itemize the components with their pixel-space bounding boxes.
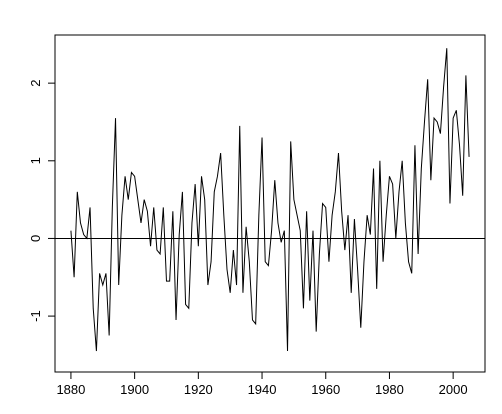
x-tick-label: 1940 — [248, 382, 277, 397]
plot-box — [54, 34, 486, 373]
x-tick-label: 1920 — [184, 382, 213, 397]
y-tick-label: 0 — [28, 235, 43, 242]
x-tick-label: 1960 — [311, 382, 340, 397]
y-tick-label: -1 — [28, 310, 43, 322]
x-tick-label: 1880 — [56, 382, 85, 397]
x-tick-label: 1900 — [120, 382, 149, 397]
y-tick-label: 2 — [28, 80, 43, 87]
x-tick-label: 1980 — [375, 382, 404, 397]
y-tick-label: 1 — [28, 157, 43, 164]
x-tick-label: 2000 — [439, 382, 468, 397]
series-line — [70, 48, 470, 352]
